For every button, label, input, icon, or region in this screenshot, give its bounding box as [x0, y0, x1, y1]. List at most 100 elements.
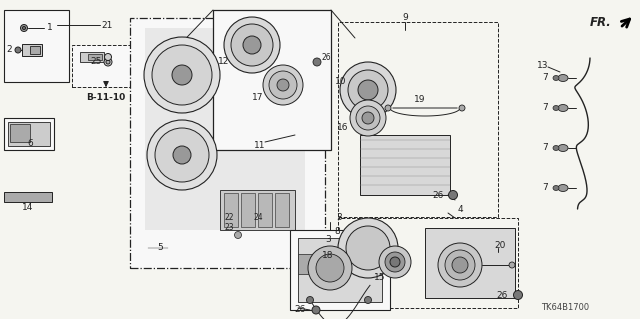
Circle shape: [365, 296, 371, 303]
Circle shape: [358, 80, 378, 100]
Text: 4: 4: [457, 205, 463, 214]
Text: 23: 23: [224, 224, 234, 233]
Text: 21: 21: [101, 20, 113, 29]
Circle shape: [509, 262, 515, 268]
Ellipse shape: [558, 184, 568, 191]
Text: 1: 1: [47, 24, 53, 33]
Text: 9: 9: [402, 13, 408, 23]
Bar: [425, 228, 515, 298]
Text: 8: 8: [334, 227, 340, 236]
Text: 7: 7: [542, 144, 548, 152]
Circle shape: [316, 254, 344, 282]
Circle shape: [348, 70, 388, 110]
Text: 20: 20: [494, 241, 506, 249]
Text: TK64B1700: TK64B1700: [541, 303, 589, 313]
Text: 25: 25: [91, 57, 102, 66]
Bar: [4, 118, 54, 150]
Ellipse shape: [558, 105, 568, 112]
Circle shape: [173, 146, 191, 164]
Circle shape: [385, 252, 405, 272]
Bar: [224, 193, 238, 227]
Text: 5: 5: [157, 243, 163, 253]
Text: 6: 6: [27, 139, 33, 149]
Text: 3: 3: [336, 213, 342, 222]
Circle shape: [172, 65, 192, 85]
Circle shape: [243, 36, 261, 54]
Circle shape: [452, 257, 468, 273]
Text: 12: 12: [218, 57, 230, 66]
Circle shape: [390, 257, 400, 267]
Ellipse shape: [558, 75, 568, 81]
Text: 2: 2: [6, 46, 12, 55]
Circle shape: [22, 26, 26, 29]
Text: 17: 17: [252, 93, 264, 102]
Bar: [298, 238, 382, 302]
Bar: [8, 122, 50, 146]
Circle shape: [438, 243, 482, 287]
Circle shape: [224, 17, 280, 73]
Circle shape: [313, 58, 321, 66]
Circle shape: [106, 60, 110, 64]
Circle shape: [155, 128, 209, 182]
Circle shape: [340, 62, 396, 118]
Text: 15: 15: [374, 273, 386, 283]
Text: B-11-10: B-11-10: [86, 93, 125, 102]
Circle shape: [152, 45, 212, 105]
Circle shape: [362, 112, 374, 124]
Circle shape: [307, 296, 314, 303]
Bar: [213, 10, 331, 150]
Text: 26: 26: [294, 306, 306, 315]
Circle shape: [350, 100, 386, 136]
Bar: [4, 192, 52, 202]
Ellipse shape: [553, 186, 559, 190]
Text: 22: 22: [224, 213, 234, 222]
Circle shape: [147, 120, 217, 190]
Polygon shape: [88, 54, 102, 60]
Polygon shape: [80, 52, 104, 62]
Bar: [338, 22, 498, 217]
Circle shape: [15, 47, 21, 53]
Circle shape: [104, 58, 112, 66]
Text: 10: 10: [335, 78, 346, 86]
Polygon shape: [22, 44, 42, 56]
Circle shape: [356, 106, 380, 130]
Text: 7: 7: [542, 73, 548, 83]
Ellipse shape: [553, 76, 559, 80]
Bar: [241, 193, 255, 227]
Circle shape: [263, 65, 303, 105]
Circle shape: [338, 218, 398, 278]
Circle shape: [277, 79, 289, 91]
Text: 3: 3: [325, 235, 331, 244]
Bar: [275, 193, 289, 227]
Circle shape: [269, 71, 297, 99]
Text: 16: 16: [337, 123, 348, 132]
Text: 11: 11: [254, 140, 266, 150]
Circle shape: [144, 37, 220, 113]
Text: 7: 7: [542, 183, 548, 192]
Circle shape: [385, 105, 391, 111]
Bar: [298, 254, 316, 274]
Circle shape: [20, 25, 28, 32]
Bar: [72, 45, 140, 87]
Text: 26: 26: [433, 190, 444, 199]
Bar: [130, 18, 325, 268]
Text: 19: 19: [414, 95, 426, 105]
Circle shape: [104, 54, 111, 61]
Bar: [360, 135, 450, 195]
Text: 18: 18: [323, 250, 333, 259]
Text: 7: 7: [542, 103, 548, 113]
Circle shape: [308, 246, 352, 290]
Bar: [258, 193, 272, 227]
Text: 24: 24: [253, 213, 263, 222]
Text: FR.: FR.: [589, 16, 611, 28]
Circle shape: [312, 306, 320, 314]
Ellipse shape: [553, 106, 559, 110]
Circle shape: [231, 24, 273, 66]
Circle shape: [459, 105, 465, 111]
Text: 26: 26: [497, 291, 508, 300]
Bar: [10, 124, 30, 142]
Circle shape: [234, 232, 241, 239]
Bar: [338, 218, 518, 308]
Circle shape: [513, 291, 522, 300]
Bar: [4, 10, 69, 82]
